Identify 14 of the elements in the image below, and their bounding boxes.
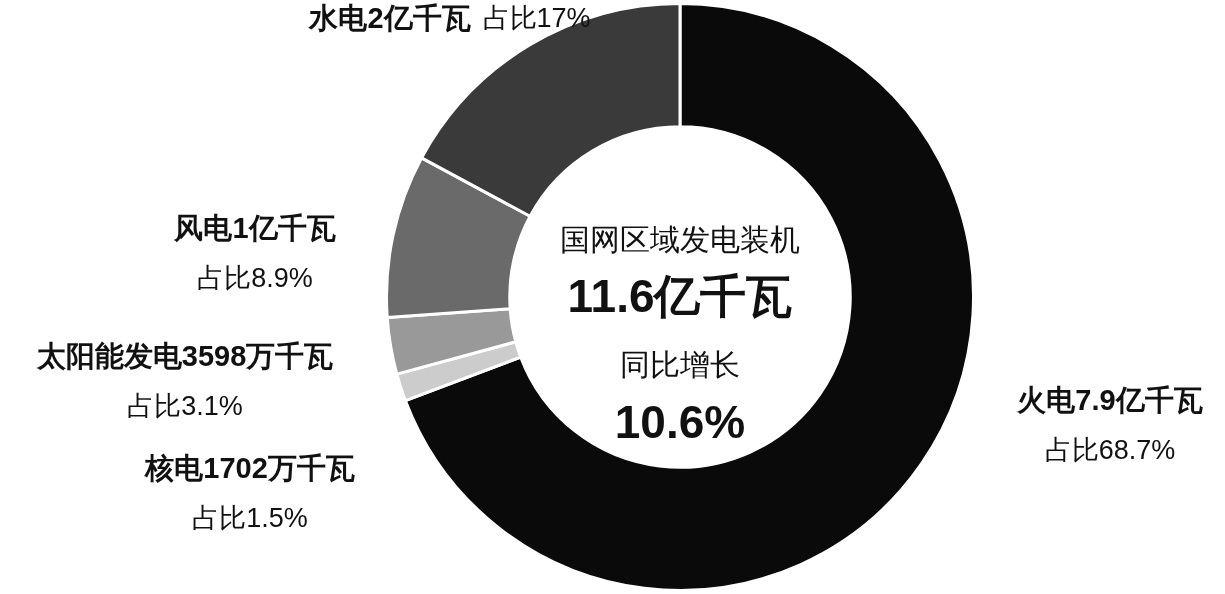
slice-label: 火电7.9亿千瓦 bbox=[1016, 384, 1203, 416]
text: 国网区域发电装机 bbox=[560, 223, 800, 257]
slice-label: 风电1亿千瓦 bbox=[173, 212, 336, 244]
data-label: 占比3.1% bbox=[127, 391, 243, 422]
text: 同比增长 bbox=[620, 348, 740, 382]
data-label: 占比8.9% bbox=[197, 263, 313, 294]
text: 10.6% bbox=[614, 395, 746, 448]
slice-label: 水电2亿千瓦 bbox=[308, 2, 471, 34]
data-label: 占比68.7% bbox=[1044, 435, 1176, 466]
text: 11.6亿千瓦 bbox=[567, 269, 793, 322]
slice-label: 太阳能发电3598万千瓦 bbox=[35, 340, 334, 372]
slice-label: 核电1702万千瓦 bbox=[144, 452, 355, 484]
data-label: 占比1.5% bbox=[192, 503, 308, 534]
data-label: 占比17% bbox=[482, 3, 591, 34]
